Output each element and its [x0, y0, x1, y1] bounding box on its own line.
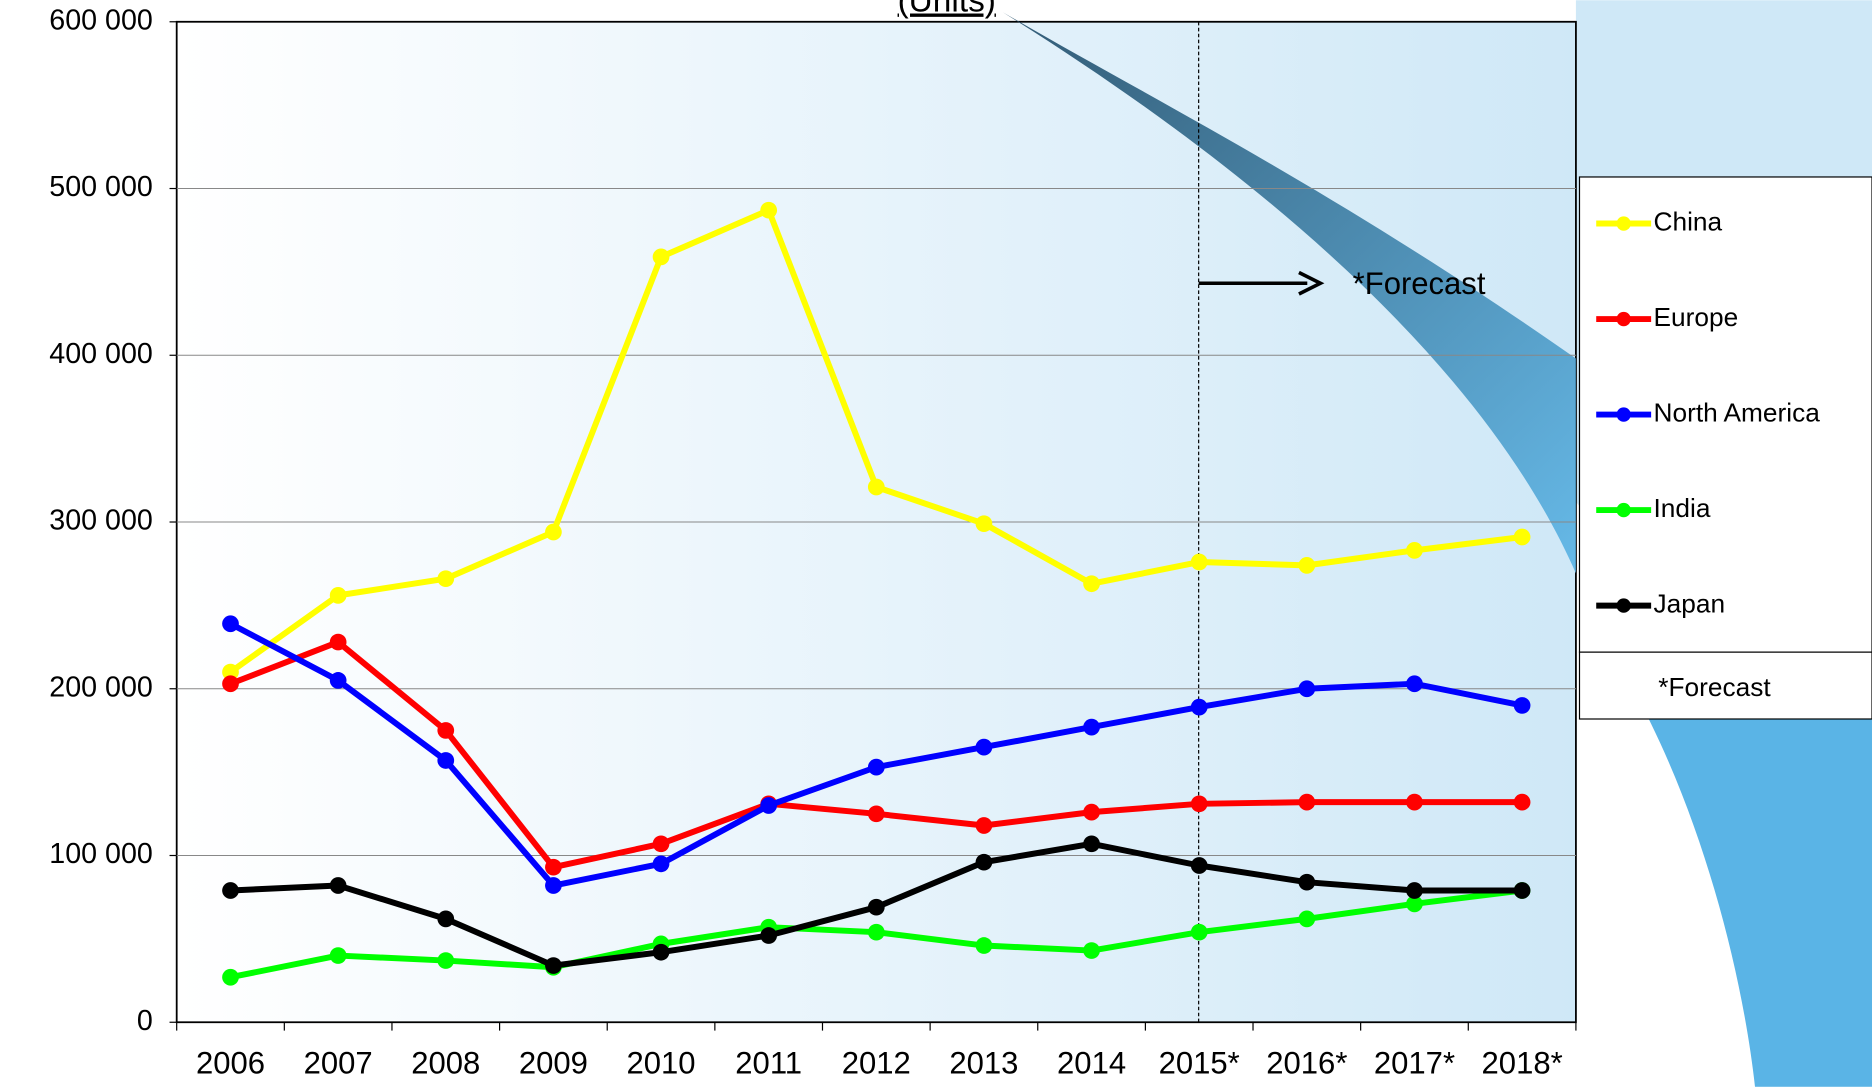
x-tick-label: 2017* [1374, 1045, 1455, 1080]
data-point [330, 947, 347, 964]
data-point [437, 911, 454, 928]
data-point [1298, 557, 1315, 574]
data-point [1083, 719, 1100, 736]
x-tick-label: 2013 [949, 1045, 1018, 1080]
data-point [868, 899, 885, 916]
data-point [330, 877, 347, 894]
legend-label: China [1654, 206, 1723, 236]
chart: *Forecast (Units) *Forecast 0 100 000 200 … [0, 0, 1872, 1087]
data-point [1298, 911, 1315, 928]
data-point [545, 957, 562, 974]
data-point [976, 515, 993, 532]
x-tick-label: 2006 [196, 1045, 265, 1080]
legend-marker [1617, 312, 1631, 326]
data-point [868, 924, 885, 941]
legend-label: Japan [1654, 589, 1726, 619]
y-tick-label: 0 [137, 1005, 153, 1037]
y-tick-label: 600 000 [49, 4, 153, 36]
data-point [1514, 882, 1531, 899]
data-point [976, 854, 993, 871]
data-point [1083, 804, 1100, 821]
data-point [330, 672, 347, 689]
data-point [222, 882, 239, 899]
data-point [1191, 554, 1208, 571]
data-point [868, 759, 885, 776]
x-tick-label: 2016* [1266, 1045, 1347, 1080]
data-point [1083, 835, 1100, 852]
data-point [1191, 795, 1208, 812]
data-point [222, 615, 239, 632]
data-point [868, 805, 885, 822]
legend-label: Europe [1654, 302, 1739, 332]
data-point [1406, 675, 1423, 692]
data-point [437, 570, 454, 587]
data-point [760, 797, 777, 814]
legend-marker [1617, 407, 1631, 421]
data-point [1191, 924, 1208, 941]
data-point [1191, 699, 1208, 716]
data-point [868, 479, 885, 496]
y-tick-label: 500 000 [49, 171, 153, 203]
x-tick-label: 2008 [411, 1045, 480, 1080]
data-point [760, 927, 777, 944]
data-point [760, 202, 777, 219]
legend-label: India [1654, 493, 1711, 523]
data-point [1298, 874, 1315, 891]
legend-marker [1617, 598, 1631, 612]
data-point [653, 855, 670, 872]
data-point [330, 634, 347, 651]
data-point [1514, 529, 1531, 546]
data-point [545, 877, 562, 894]
x-tick-label: 2012 [842, 1045, 911, 1080]
data-point [222, 675, 239, 692]
data-point [437, 722, 454, 739]
legend-marker [1617, 503, 1631, 517]
data-point [976, 937, 993, 954]
data-point [437, 752, 454, 769]
data-point [653, 944, 670, 961]
data-point [545, 859, 562, 876]
data-point [1191, 857, 1208, 874]
legend-marker [1617, 216, 1631, 230]
data-point [1083, 942, 1100, 959]
x-tick-label: 2018* [1482, 1045, 1563, 1080]
data-point [653, 835, 670, 852]
x-tick-label: 2009 [519, 1045, 588, 1080]
data-point [545, 524, 562, 541]
page: {"chart_data": {"type": "line", "title":… [0, 0, 1872, 1087]
x-tick-label: 2014 [1057, 1045, 1126, 1080]
legend-note: *Forecast [1658, 672, 1771, 702]
x-tick-label: 2015* [1159, 1045, 1240, 1080]
annotation: *Forecast [1353, 266, 1486, 301]
data-point [976, 739, 993, 756]
x-tick-label: 2011 [735, 1045, 802, 1080]
data-point [1406, 542, 1423, 559]
y-tick-label: 200 000 [49, 671, 153, 703]
x-tick-label: 2007 [304, 1045, 373, 1080]
data-point [437, 952, 454, 969]
data-point [330, 587, 347, 604]
data-point [1298, 794, 1315, 811]
data-point [1406, 882, 1423, 899]
data-point [976, 817, 993, 834]
data-point [1298, 680, 1315, 697]
data-point [653, 249, 670, 266]
legend-label: North America [1654, 397, 1821, 427]
y-tick-label: 400 000 [49, 338, 153, 370]
y-tick-label: 100 000 [49, 838, 153, 870]
data-point [1083, 575, 1100, 592]
data-point [1406, 794, 1423, 811]
y-tick-label: 300 000 [49, 505, 153, 537]
data-point [1514, 794, 1531, 811]
chart-title: (Units) [898, 0, 996, 20]
data-point [1514, 697, 1531, 714]
x-tick-label: 2010 [627, 1045, 696, 1080]
data-point [222, 969, 239, 986]
